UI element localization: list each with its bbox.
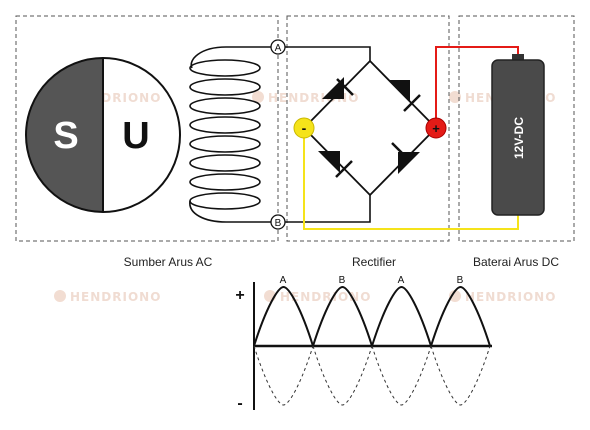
terminal-a-label: A — [275, 43, 282, 54]
positive-wire — [435, 46, 519, 128]
watermark-text: HENDRIONO — [70, 290, 161, 304]
positive-terminal-label: + — [432, 121, 440, 136]
negative-half-cycle — [312, 345, 373, 406]
diode-bottom-right — [391, 142, 420, 174]
watermark-text: HENDRIONO — [465, 290, 556, 304]
negative-terminal-label: - — [302, 120, 307, 136]
battery-label: 12V-DC — [512, 117, 526, 159]
negative-half-cycle — [371, 345, 432, 406]
waveform-plus-sign: + — [235, 287, 244, 304]
peak-label: A — [280, 275, 287, 286]
watermark-text: HENDRIONO — [268, 91, 359, 105]
rectifier-frame — [286, 15, 450, 242]
battery-section-label: Baterai Arus DC — [473, 255, 559, 269]
positive-half-cycle-a — [253, 285, 314, 347]
negative-wire — [303, 128, 519, 230]
positive-half-cycle-b — [312, 285, 373, 347]
negative-half-cycle — [430, 345, 491, 406]
negative-terminal: - — [293, 117, 315, 139]
positive-terminal: + — [425, 117, 447, 139]
magnet-south-half — [26, 58, 103, 212]
diode-top-right — [389, 80, 421, 112]
magnet-south-label: S — [53, 115, 78, 157]
terminal-a: A — [270, 39, 286, 55]
peak-label: B — [457, 275, 464, 286]
ac-wires — [285, 46, 371, 223]
battery: 12V-DC — [491, 54, 545, 216]
coil — [189, 46, 278, 223]
watermark-logo: HENDRIONO — [54, 290, 161, 304]
magnet: S U — [25, 57, 181, 213]
waveform-minus-sign: - — [237, 395, 242, 412]
ac-source-label: Sumber Arus AC — [124, 255, 213, 269]
peak-label: B — [339, 275, 346, 286]
positive-half-cycle-a — [371, 285, 432, 347]
terminal-b-label: B — [275, 218, 282, 229]
positive-half-cycle-b — [430, 285, 491, 347]
bridge-rectifier — [302, 59, 438, 197]
negative-half-cycle — [253, 345, 314, 406]
battery-frame — [458, 15, 575, 242]
watermark-logo: HENDRIONO — [449, 290, 556, 304]
waveform-graph: + - A B A B — [235, 275, 492, 412]
diode-bottom-left — [318, 151, 353, 178]
terminal-b: B — [270, 214, 286, 230]
magnet-north-label: U — [122, 115, 149, 157]
peak-label: A — [398, 275, 405, 286]
ac-source-frame — [15, 15, 279, 242]
diode-top-left — [322, 77, 354, 99]
watermark-text: HENDRIONO — [280, 290, 371, 304]
rectifier-label: Rectifier — [352, 255, 396, 269]
